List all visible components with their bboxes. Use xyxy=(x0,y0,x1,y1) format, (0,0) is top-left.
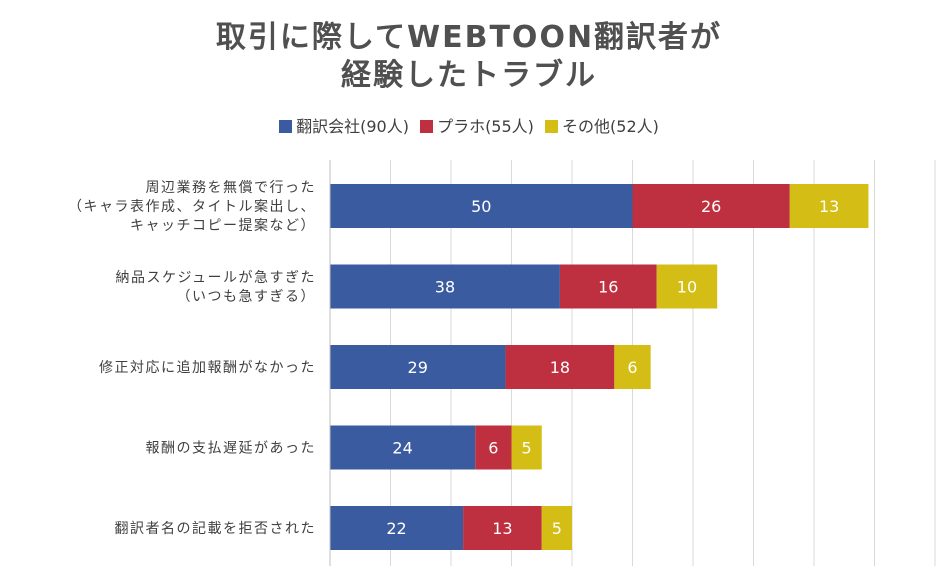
category-label: 周辺業務を無償で行った xyxy=(146,180,317,196)
legend-item-other: その他(52人) xyxy=(545,113,659,137)
bar-value-label: 5 xyxy=(552,519,562,538)
legend-swatch-other xyxy=(545,120,559,133)
chart-title-line-2: 経験したトラブル xyxy=(341,58,597,93)
bar-segment-translation-company xyxy=(330,264,560,309)
bar-segment-platform xyxy=(505,345,615,389)
bar-value-label: 38 xyxy=(435,278,455,297)
legend-label-other: その他(52人) xyxy=(562,117,659,136)
legend-item-translation-company: 翻訳会社(90人) xyxy=(279,113,409,137)
bar-segment-platform xyxy=(475,425,512,470)
bar-value-label: 6 xyxy=(627,358,637,377)
category-label: 納品スケジュールが急すぎた xyxy=(115,270,316,286)
bar-segment-other xyxy=(656,264,718,309)
legend: 翻訳会社(90人) プラホ(55人) その他(52人) xyxy=(0,113,938,137)
category-label: 報酬の支払遅延があった xyxy=(146,441,317,457)
bar-value-label: 16 xyxy=(598,278,618,297)
bar-value-label: 10 xyxy=(677,278,697,297)
category-label: （いつも急すぎる） xyxy=(177,289,317,305)
category-label: キャッチコピー提案など） xyxy=(130,217,316,234)
category-label: 翻訳者名の記載を拒否された xyxy=(115,520,317,537)
legend-swatch-platform xyxy=(420,120,434,133)
bar-segment-other xyxy=(614,345,651,389)
bar-segment-translation-company xyxy=(330,425,476,470)
bar-value-label: 5 xyxy=(522,439,532,458)
bar-value-label: 26 xyxy=(701,197,721,216)
bar-value-label: 50 xyxy=(471,197,491,216)
bar-value-label: 22 xyxy=(386,519,406,538)
bar-segment-other xyxy=(789,184,869,228)
category-label: 修正対応に追加報酬がなかった xyxy=(99,360,316,376)
legend-label-translation-company: 翻訳会社(90人) xyxy=(296,117,409,136)
bar-segment-platform xyxy=(463,506,542,550)
bar-value-label: 18 xyxy=(550,358,570,377)
bar-segment-platform xyxy=(632,184,790,228)
legend-label-platform: プラホ(55人) xyxy=(437,117,534,136)
category-label: （キャラ表作成、タイトル案出し、 xyxy=(68,198,316,215)
chart-title-line-1: 取引に際してWEBTOON翻訳者が xyxy=(215,20,723,55)
bar-value-label: 6 xyxy=(488,439,498,458)
bar-segment-translation-company xyxy=(330,184,633,228)
bar-segment-translation-company xyxy=(330,506,464,550)
bar-value-label: 13 xyxy=(492,519,512,538)
bar-segment-translation-company xyxy=(330,345,506,389)
bar-value-label: 24 xyxy=(392,439,412,458)
bar-segment-other xyxy=(541,506,572,550)
bar-value-label: 29 xyxy=(408,358,428,377)
bar-value-label: 13 xyxy=(819,197,839,216)
legend-swatch-translation-company xyxy=(279,120,293,133)
bar-segment-other xyxy=(511,425,542,470)
bar-segment-platform xyxy=(559,264,657,309)
legend-item-platform: プラホ(55人) xyxy=(420,113,534,137)
